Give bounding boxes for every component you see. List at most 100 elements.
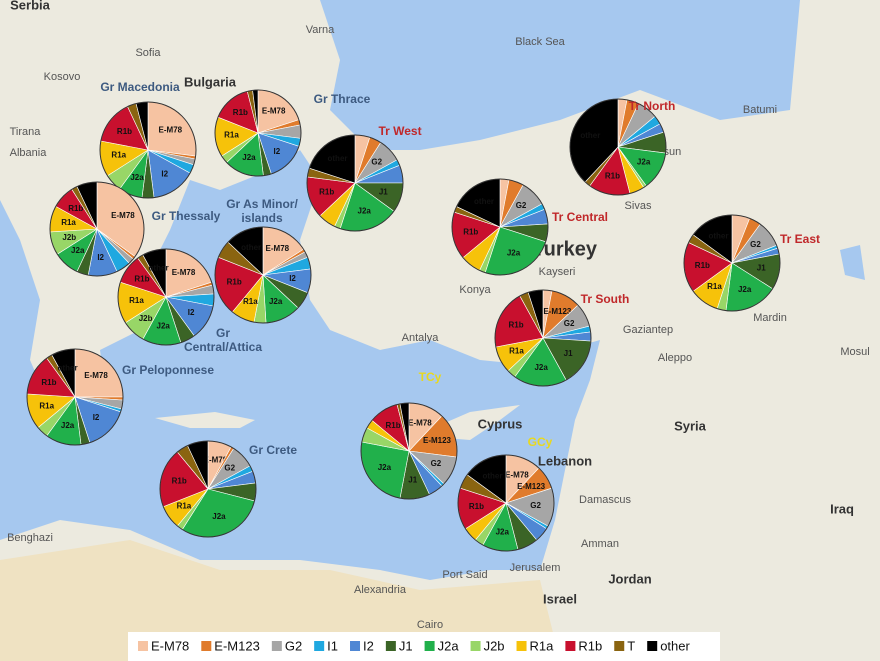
pie-outline [360,402,458,500]
pie-outline [306,134,404,232]
slice-label: J1 [408,476,417,485]
slice-label: R1b [68,204,83,213]
pie-outline [457,454,555,552]
region-label: Tr Central [552,210,608,224]
pie-outline [214,226,312,324]
legend-swatch [516,641,527,651]
slice-label: E-M123 [423,436,452,445]
slice-label: other [58,363,78,372]
place-label: Konya [459,284,491,296]
legend-swatch [314,641,325,651]
pie-outline [214,89,302,177]
place-label: Cyprus [478,416,523,431]
slice-label: R1b [227,278,242,287]
slice-label: R1b [172,477,187,486]
pie-outline [683,214,781,312]
slice-label: R1a [39,401,54,410]
slice-label: J2a [496,528,510,537]
region-label: Gr Peloponnese [122,363,214,377]
pie-outline [117,248,215,346]
region-label: Gr Thrace [314,92,371,106]
slice-label: E-M123 [543,307,572,316]
region-label: Tr South [581,292,630,306]
desert [0,540,560,661]
place-label: Serbia [10,0,51,12]
region-label: islands [241,211,283,225]
slice-label: E-M78 [111,211,135,220]
legend-label: I2 [363,638,374,653]
slice-label: R1b [41,378,56,387]
slice-label: R1b [463,228,478,237]
slice-label: J2a [378,463,392,472]
legend-label: J2b [484,638,505,653]
slice-label: E-M123 [517,482,546,491]
place-label: Sofia [135,47,161,59]
region-label: Gr Macedonia [100,80,180,94]
cyprus-island [440,405,520,440]
place-label: Israel [543,591,577,606]
place-label: Kosovo [44,71,81,83]
slice-label: R1b [605,171,620,180]
pie-outline [26,348,124,446]
place-label: Varna [306,24,335,36]
legend-swatch [201,641,212,651]
pies: E-M78 I2 J2a R1a R1b Gr Macedonia E-M78 I2 J2a R1… [26,80,820,552]
pie-outline [451,178,549,276]
legend-swatch [424,641,435,651]
slice-label: R1b [233,108,248,117]
slice-label: J2a [637,157,651,166]
pie-outline [49,181,145,277]
slice-label: G2 [431,459,442,468]
slice-label: G2 [371,158,382,167]
slice-label: R1a [111,151,126,160]
slice-label: J2a [534,363,548,372]
place-label: Aleppo [658,352,692,364]
legend-swatch [470,641,481,651]
region-label: Central/Attica [184,340,262,354]
slice-label: J2a [738,285,752,294]
pie-outline [494,289,592,387]
slice-label: R1a [129,296,144,305]
slice-label: J2a [358,206,372,215]
place-label: Gaziantep [623,324,673,336]
place-label: Albania [10,147,48,159]
place-label: Syria [674,418,707,433]
slice-label: I2 [161,170,168,179]
place-label: Antalya [402,332,440,344]
place-label: Jordan [608,571,651,586]
place-label: Damascus [579,494,631,506]
region-label: Gr As Minor/ [226,197,298,211]
place-label: Cairo [417,619,443,631]
region-label: Tr East [780,232,820,246]
slice-label: E-M78 [266,244,290,253]
slice-label: other [580,131,600,140]
legend-swatch [350,641,361,651]
slice-label: other [328,154,348,163]
slice-label: J1 [379,187,388,196]
slice-label: R1b [117,127,132,136]
place-label: Jerusalem [510,562,561,574]
slice-label: I2 [97,253,104,262]
legend-swatch [385,641,396,651]
slice-label: E-M78 [505,470,529,479]
legend-label: G2 [285,638,302,653]
region-label: GCy [528,435,553,449]
slice-label: R1b [134,275,149,284]
legend-label: J1 [399,638,413,653]
legend-swatch [614,641,625,651]
legend-swatch [138,641,148,651]
legend-label: J2a [438,638,460,653]
slice-label: R1b [469,502,484,511]
slice-label: I2 [93,413,100,422]
legend-swatch [565,641,576,651]
slice-label: J2a [242,153,256,162]
lake [840,245,865,280]
slice-label: R1a [509,347,524,356]
crete-island [155,412,255,428]
place-label: Tirana [10,126,42,138]
region-label: Gr Thessaly [152,209,221,223]
place-label: Batumi [743,104,777,116]
slice-label: E-M78 [262,107,286,116]
slice-label: I2 [188,308,195,317]
